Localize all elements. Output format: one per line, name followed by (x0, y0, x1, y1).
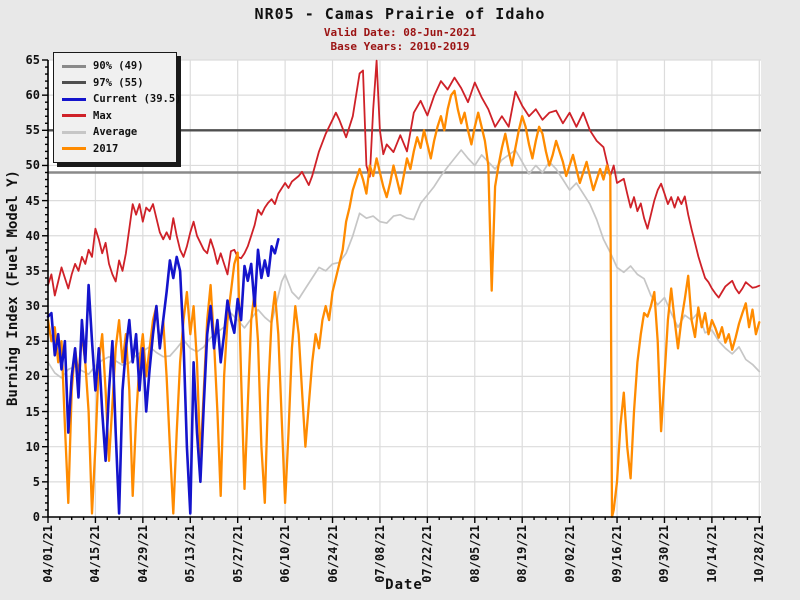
legend-item: Current (39.5) (62, 91, 182, 108)
y-tick-label: 50 (25, 158, 40, 173)
x-axis-title: Date (385, 577, 423, 593)
y-tick-label: 65 (25, 53, 40, 67)
chart-subtitle-valid-date: Valid Date: 08-Jun-2021 (323, 26, 477, 39)
y-tick-label: 35 (25, 263, 40, 278)
y-tick-label: 0 (32, 510, 40, 524)
legend-label: Current (39.5) (93, 93, 182, 106)
y-tick-label: 15 (25, 404, 40, 419)
legend-line-swatch (62, 81, 86, 85)
legend-item: 97% (55) (62, 75, 172, 92)
y-tick-label: 45 (25, 193, 40, 208)
legend-label: 90% (49) (93, 60, 144, 73)
legend-item: 2017 (62, 141, 172, 158)
legend-line-swatch (62, 114, 86, 118)
legend-label: Average (93, 126, 138, 139)
legend-item: Max (62, 108, 172, 125)
legend-line-swatch (62, 97, 86, 101)
y-tick-label: 60 (25, 88, 40, 103)
legend-item: 90% (49) (62, 58, 172, 75)
legend: 90% (49) 97% (55) Current (39.5) Max Average… (53, 52, 182, 163)
legend-label: 2017 (93, 142, 119, 155)
y-tick-label: 55 (25, 123, 40, 138)
legend-label: 97% (55) (93, 76, 144, 89)
chart-subtitle-base-years: Base Years: 2010-2019 (330, 40, 470, 53)
legend-label: Max (93, 109, 112, 122)
legend-item: Average (62, 124, 172, 141)
y-tick-label: 20 (25, 369, 40, 384)
y-tick-label: 40 (25, 228, 40, 243)
chart-title: NR05 - Camas Prairie of Idaho (254, 5, 546, 23)
y-tick-label: 10 (25, 439, 40, 454)
legend-line-swatch (62, 130, 86, 134)
y-tick-label: 30 (25, 299, 40, 314)
legend-line-swatch (62, 147, 86, 151)
y-tick-label: 5 (32, 474, 40, 489)
y-tick-label: 25 (25, 334, 40, 349)
legend-line-swatch (62, 64, 86, 68)
y-axis-title: Burning Index (Fuel Model Y) (5, 170, 21, 407)
